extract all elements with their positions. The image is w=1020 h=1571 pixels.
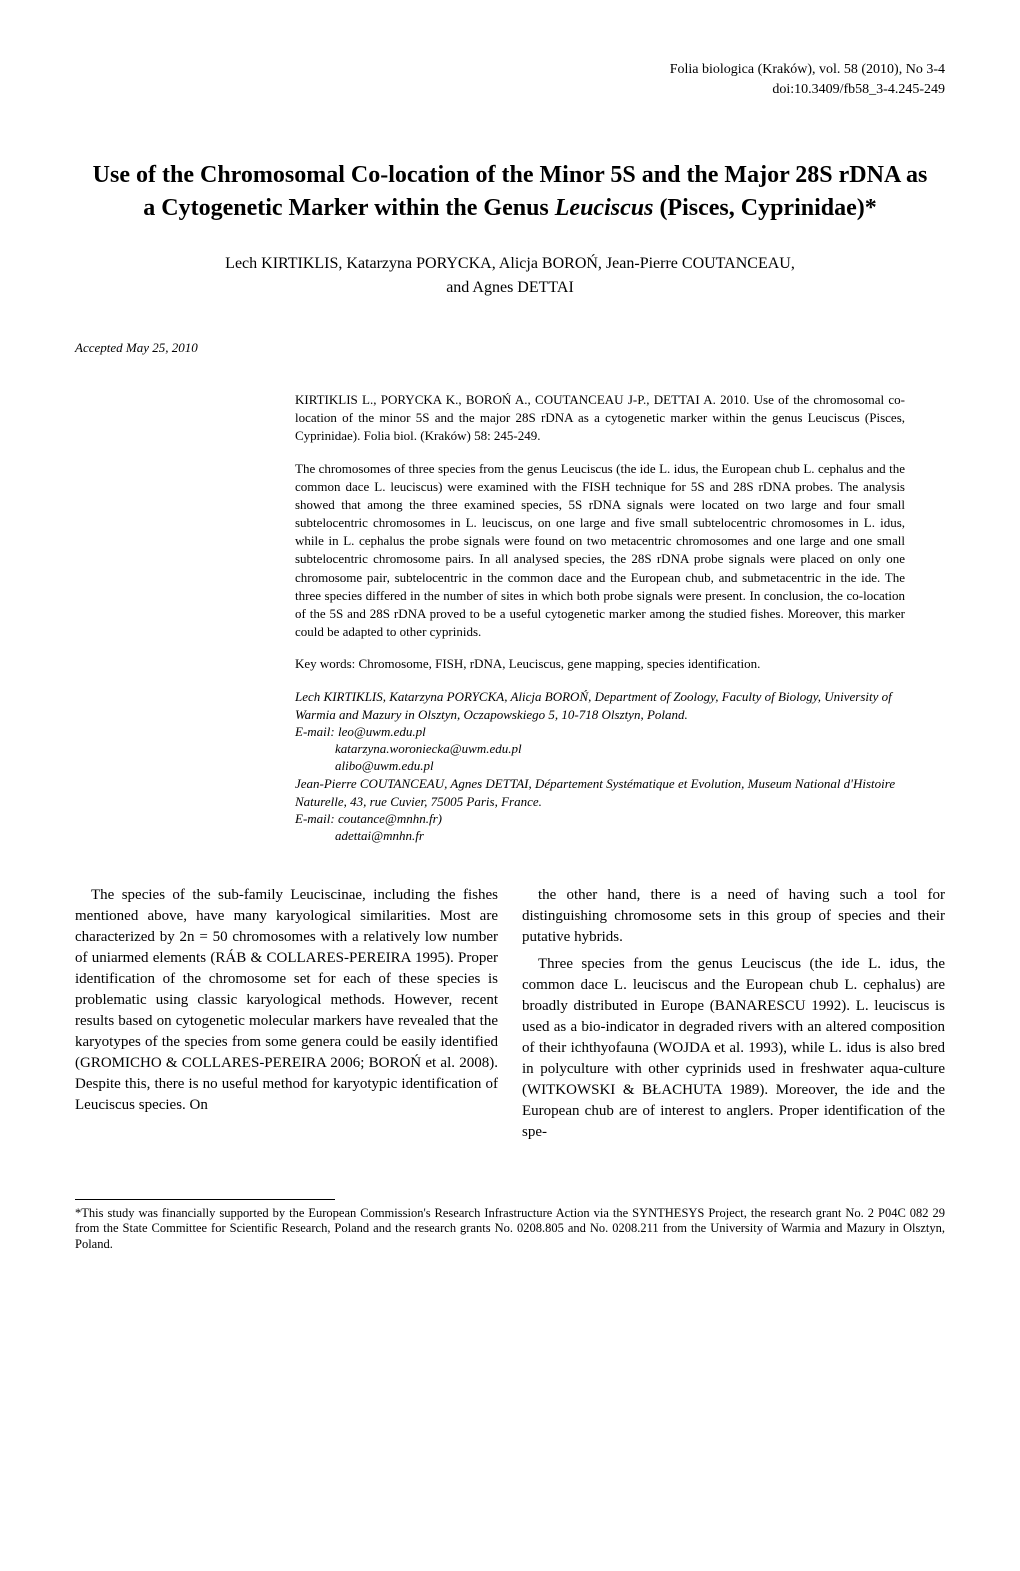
body-columns: The species of the sub-family Leuciscina…: [75, 885, 945, 1149]
affiliation-2: Jean-Pierre COUTANCEAU, Agnes DETTAI, Dé…: [295, 775, 905, 811]
abstract-text: The chromosomes of three species from th…: [295, 460, 905, 642]
journal-reference: Folia biologica (Kraków), vol. 58 (2010)…: [75, 60, 945, 80]
email-1a: E-mail: leo@uwm.edu.pl: [295, 724, 905, 741]
doi: doi:10.3409/fb58_3-4.245-249: [75, 80, 945, 100]
emails-1: E-mail: leo@uwm.edu.pl katarzyna.woronie…: [295, 724, 905, 775]
title-post: (Pisces, Cyprinidae)*: [653, 195, 876, 221]
keywords: Key words: Chromosome, FISH, rDNA, Leuci…: [295, 655, 905, 673]
footnote-separator: [75, 1199, 335, 1200]
body-p3: Three species from the genus Leuciscus (…: [522, 954, 945, 1143]
column-right: the other hand, there is a need of havin…: [522, 885, 945, 1149]
column-left: The species of the sub-family Leuciscina…: [75, 885, 498, 1149]
citation: KIRTIKLIS L., PORYCKA K., BOROŃ A., COUT…: [295, 391, 905, 446]
footnote: *This study was financially supported by…: [75, 1206, 945, 1253]
body-p2: the other hand, there is a need of havin…: [522, 885, 945, 948]
body-p1: The species of the sub-family Leuciscina…: [75, 885, 498, 1116]
title-genus: Leuciscus: [555, 195, 654, 221]
article-title: Use of the Chromosomal Co-location of th…: [75, 159, 945, 224]
accepted-date: Accepted May 25, 2010: [75, 340, 945, 356]
email-1b: katarzyna.woroniecka@uwm.edu.pl: [295, 741, 905, 758]
email-2b: adettai@mnhn.fr: [295, 828, 905, 845]
authors-line-2: and Agnes DETTAI: [75, 276, 945, 300]
emails-2: E-mail: coutance@mnhn.fr) adettai@mnhn.f…: [295, 811, 905, 845]
authors-line-1: Lech KIRTIKLIS, Katarzyna PORYCKA, Alicj…: [75, 252, 945, 276]
abstract-block: KIRTIKLIS L., PORYCKA K., BOROŃ A., COUT…: [295, 391, 905, 845]
affiliation-1: Lech KIRTIKLIS, Katarzyna PORYCKA, Alicj…: [295, 688, 905, 724]
email-2a: E-mail: coutance@mnhn.fr): [295, 811, 905, 828]
journal-metadata: Folia biologica (Kraków), vol. 58 (2010)…: [75, 60, 945, 99]
email-1c: alibo@uwm.edu.pl: [295, 758, 905, 775]
authors: Lech KIRTIKLIS, Katarzyna PORYCKA, Alicj…: [75, 252, 945, 300]
affiliations: Lech KIRTIKLIS, Katarzyna PORYCKA, Alicj…: [295, 688, 905, 845]
